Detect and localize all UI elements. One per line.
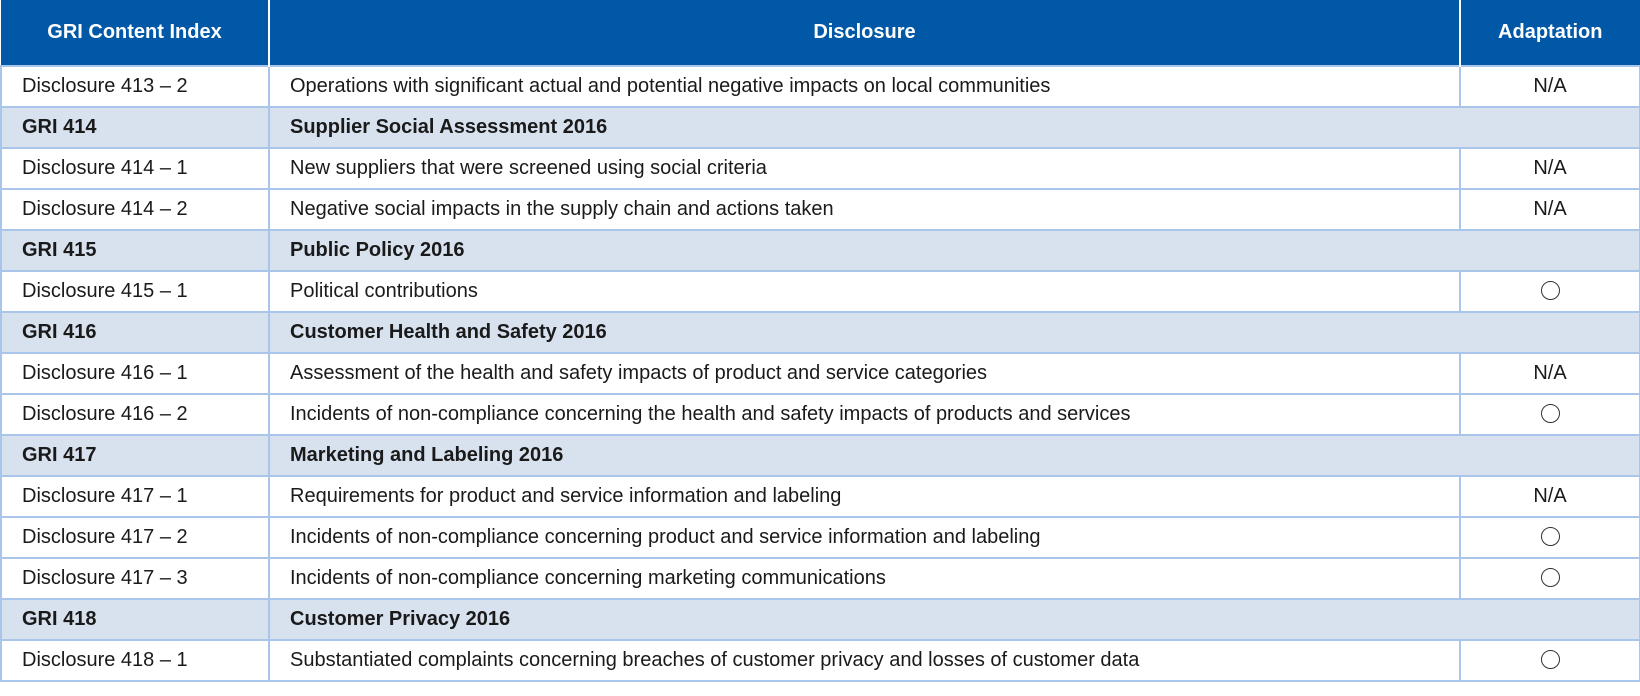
disclosure-number: Disclosure 418 – 1: [0, 639, 270, 682]
section-code: GRI 418: [0, 598, 270, 641]
table-row: Disclosure 418 – 1 Substantiated complain…: [0, 639, 1640, 682]
circle-icon: [1540, 650, 1560, 670]
section-row: GRI 416 Customer Health and Safety 2016: [0, 311, 1640, 354]
adaptation-value: N/A: [1459, 65, 1640, 108]
disclosure-description: Assessment of the health and safety impa…: [268, 352, 1461, 395]
section-title: Marketing and Labeling 2016: [268, 434, 1640, 477]
disclosure-description: Incidents of non-compliance concerning p…: [268, 516, 1461, 559]
section-row: GRI 417 Marketing and Labeling 2016: [0, 434, 1640, 477]
circle-icon: [1540, 527, 1560, 547]
disclosure-number: Disclosure 414 – 1: [0, 147, 270, 190]
header-disclosure: Disclosure: [268, 0, 1461, 66]
disclosure-description: Substantiated complaints concerning brea…: [268, 639, 1461, 682]
section-title: Supplier Social Assessment 2016: [268, 106, 1640, 149]
section-row: GRI 418 Customer Privacy 2016: [0, 598, 1640, 641]
disclosure-number: Disclosure 416 – 2: [0, 393, 270, 436]
section-code: GRI 416: [0, 311, 270, 354]
header-row: GRI Content Index Disclosure Adaptation: [1, 0, 1640, 66]
table-row: Disclosure 414 – 1 New suppliers that wer…: [0, 147, 1640, 190]
disclosure-number: Disclosure 416 – 1: [0, 352, 270, 395]
disclosure-description: Negative social impacts in the supply ch…: [268, 188, 1461, 231]
disclosure-description: New suppliers that were screened using s…: [268, 147, 1461, 190]
adaptation-value: N/A: [1459, 475, 1640, 518]
disclosure-number: Disclosure 413 – 2: [0, 65, 270, 108]
table-body: Disclosure 413 – 2 Operations with signif…: [0, 65, 1640, 682]
disclosure-number: Disclosure 417 – 3: [0, 557, 270, 600]
disclosure-description: Operations with significant actual and p…: [268, 65, 1461, 108]
table-row: Disclosure 416 – 2 Incidents of non-compl…: [0, 393, 1640, 436]
circle-icon: [1540, 568, 1560, 588]
adaptation-value: N/A: [1459, 188, 1640, 231]
gri-content-index-table: GRI Content Index Disclosure Adaptation …: [0, 0, 1640, 682]
disclosure-number: Disclosure 417 – 2: [0, 516, 270, 559]
table-row: Disclosure 414 – 2 Negative social impact…: [0, 188, 1640, 231]
disclosure-number: Disclosure 417 – 1: [0, 475, 270, 518]
adaptation-cell: [1459, 516, 1640, 559]
disclosure-number: Disclosure 414 – 2: [0, 188, 270, 231]
adaptation-cell: [1459, 270, 1640, 313]
adaptation-cell: [1459, 557, 1640, 600]
adaptation-cell: [1459, 393, 1640, 436]
table-row: Disclosure 417 – 2 Incidents of non-compl…: [0, 516, 1640, 559]
section-row: GRI 415 Public Policy 2016: [0, 229, 1640, 272]
table-row: Disclosure 417 – 3 Incidents of non-compl…: [0, 557, 1640, 600]
disclosure-description: Political contributions: [268, 270, 1461, 313]
table-row: Disclosure 413 – 2 Operations with signif…: [0, 65, 1640, 108]
header-gri-content-index: GRI Content Index: [1, 0, 270, 66]
disclosure-description: Requirements for product and service inf…: [268, 475, 1461, 518]
circle-icon: [1540, 281, 1560, 301]
disclosure-number: Disclosure 415 – 1: [0, 270, 270, 313]
adaptation-value: N/A: [1459, 147, 1640, 190]
table-row: Disclosure 416 – 1 Assessment of the heal…: [0, 352, 1640, 395]
adaptation-value: N/A: [1459, 352, 1640, 395]
adaptation-cell: [1459, 639, 1640, 682]
disclosure-description: Incidents of non-compliance concerning m…: [268, 557, 1461, 600]
table-row: Disclosure 417 – 1 Requirements for produ…: [0, 475, 1640, 518]
table-row: Disclosure 415 – 1 Political contribution…: [0, 270, 1640, 313]
table-header: GRI Content Index Disclosure Adaptation: [1, 0, 1640, 66]
section-title: Customer Privacy 2016: [268, 598, 1640, 641]
section-title: Customer Health and Safety 2016: [268, 311, 1640, 354]
section-row: GRI 414 Supplier Social Assessment 2016: [0, 106, 1640, 149]
disclosure-description: Incidents of non-compliance concerning t…: [268, 393, 1461, 436]
section-code: GRI 414: [0, 106, 270, 149]
header-adaptation: Adaptation: [1459, 0, 1640, 66]
section-code: GRI 417: [0, 434, 270, 477]
section-code: GRI 415: [0, 229, 270, 272]
section-title: Public Policy 2016: [268, 229, 1640, 272]
circle-icon: [1540, 404, 1560, 424]
